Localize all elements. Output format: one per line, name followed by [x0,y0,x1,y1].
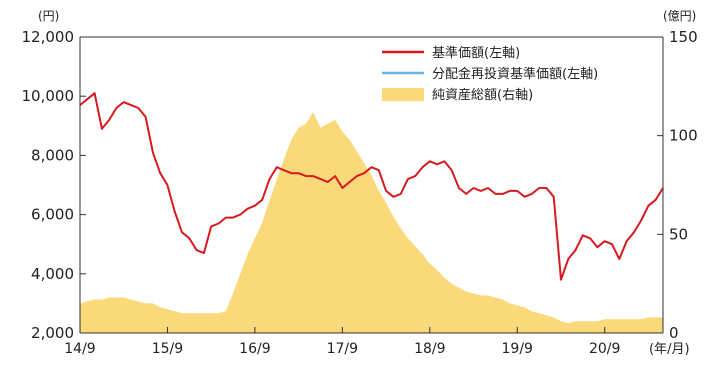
y-left-tick-label: 6,000 [31,206,74,224]
y-right-tick-label: 0 [669,324,679,342]
x-tick-label: 14/9 [64,341,95,357]
assets-area-layer [80,112,663,333]
y-left-tick-label: 8,000 [31,146,74,164]
y-right-tick-label: 150 [669,28,698,46]
legend-nav-label: 基準価額(左軸) [432,45,520,61]
axes-layer: 2,000 4,000 6,000 8,000 10,000 12,000 0 50 100 15… [22,9,698,357]
y-right-tick-label: 100 [669,127,698,145]
legend-reinvested-label: 分配金再投資基準価額(左軸) [432,66,598,82]
y-left-unit: (円) [38,9,59,23]
y-left-tick-label: 12,000 [22,28,75,46]
y-right-tick-label: 50 [669,225,688,243]
legend-assets-swatch [382,88,424,101]
y-left-tick-label: 10,000 [22,87,75,105]
x-tick-label: 20/9 [589,341,620,357]
x-tick-label: 17/9 [327,341,358,357]
series-assets-area [80,112,663,333]
x-axis-unit: (年/月) [649,342,690,357]
legend: 基準価額(左軸) 分配金再投資基準価額(左軸) 純資産総額(右軸) [382,45,598,103]
y-left-tick-label: 4,000 [31,265,74,283]
legend-assets-label: 純資産総額(右軸) [432,87,533,103]
x-tick-label: 18/9 [414,341,445,357]
y-right-unit: (億円) [663,9,696,23]
x-tick-label: 19/9 [502,341,533,357]
series-nav-line [79,92,664,281]
x-tick-label: 16/9 [239,341,270,357]
nav-line-layer [79,92,664,281]
x-tick-label: 15/9 [152,341,183,357]
y-left-tick-label: 2,000 [31,324,74,342]
